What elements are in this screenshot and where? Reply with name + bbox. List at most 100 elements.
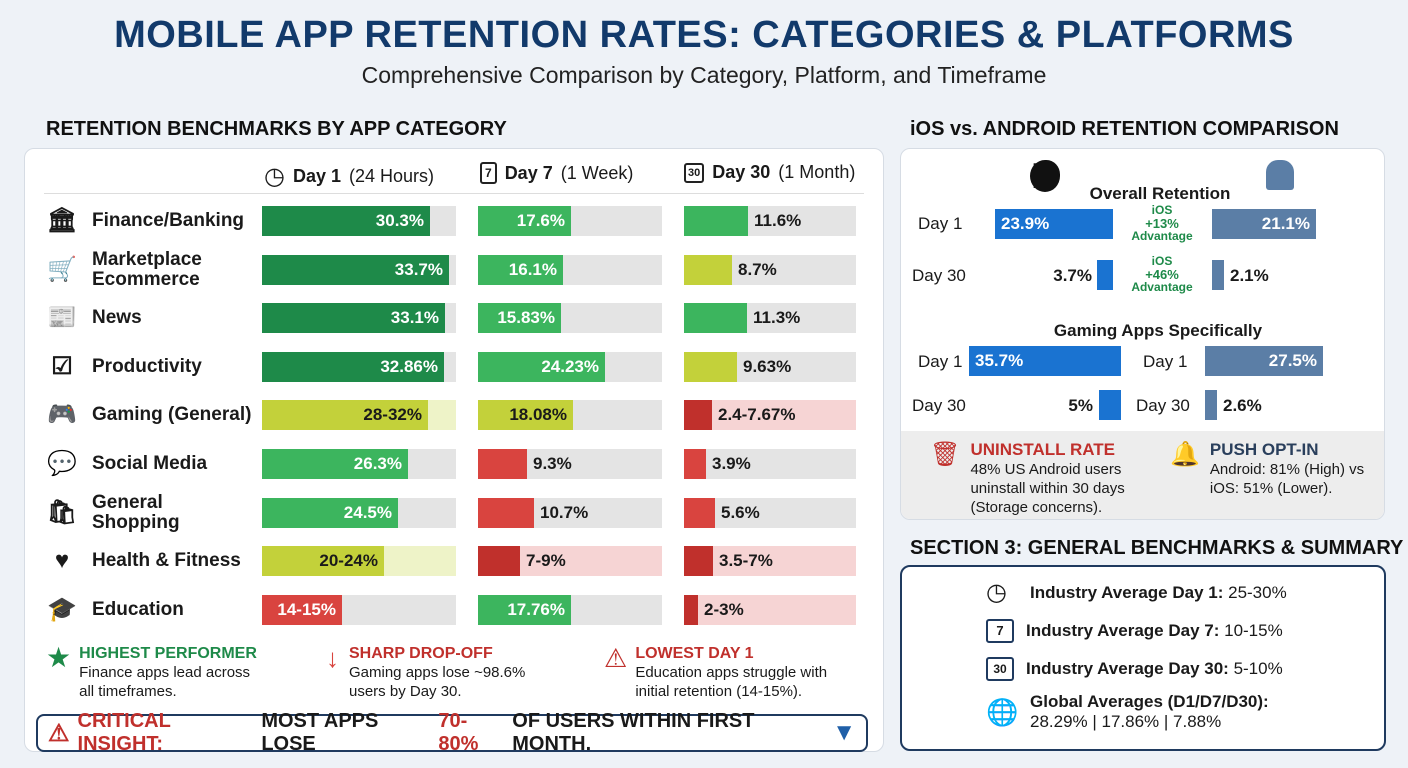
retention-value: 30.3% bbox=[375, 211, 424, 230]
heart-pulse-icon: ♥ bbox=[54, 547, 70, 575]
category-row-label: 🛍 General Shopping bbox=[44, 492, 252, 532]
globe-icon: 🌐 bbox=[986, 697, 1019, 727]
retention-bar-track: 3.9% bbox=[684, 449, 856, 479]
retention-bar-track: 18.08% bbox=[478, 400, 662, 431]
retention-bar-track: 15.83% bbox=[478, 303, 662, 334]
summary-item: 30 Industry Average Day 30: 5-10% bbox=[986, 654, 1287, 684]
label-gaming-day30: Day 30 bbox=[912, 396, 966, 415]
retention-bar-track: 2.4-7.67% bbox=[684, 400, 856, 431]
retention-value: 5.6% bbox=[721, 502, 760, 522]
android-overall-day30-value: 2.1% bbox=[1230, 266, 1269, 285]
retention-bar-track: 7-9% bbox=[478, 546, 662, 577]
retention-bar bbox=[478, 351, 605, 382]
retention-value: 2-3% bbox=[704, 599, 744, 619]
arrow-down-icon: ↓ bbox=[326, 643, 339, 673]
header-divider bbox=[44, 193, 864, 194]
retention-bar-track: 3.5-7% bbox=[684, 546, 856, 577]
retention-bar-track: 20-24% bbox=[262, 546, 456, 577]
retention-value: 26.3% bbox=[353, 454, 402, 473]
retention-bar-track: 10.7% bbox=[478, 497, 662, 528]
category-heading: RETENTION BENCHMARKS BY APP CATEGORY bbox=[46, 118, 507, 140]
retention-bar-track: 33.1% bbox=[262, 303, 456, 334]
retention-bar bbox=[478, 303, 561, 334]
ios-overall-day30-value: 3.7% bbox=[1053, 266, 1092, 285]
cart-icon: 🛒 bbox=[47, 255, 77, 283]
retention-bar-track: 24.5% bbox=[262, 497, 456, 528]
label-gaming-day30-android: Day 30 bbox=[1136, 396, 1190, 415]
retention-bar bbox=[478, 594, 571, 625]
retention-bar-track: 24.23% bbox=[478, 351, 662, 382]
label-gaming-day1: Day 1 bbox=[918, 352, 963, 371]
summary-list: ◷ Industry Average Day 1: 25-30% 7 Industr… bbox=[986, 578, 1287, 732]
overall-title: Overall Retention bbox=[1089, 184, 1231, 203]
note-lowest: ⚠ LOWEST DAY 1 Education apps struggle wi… bbox=[604, 643, 828, 700]
retention-value: 11.3% bbox=[753, 308, 801, 328]
category-row-label: 💬 Social Media bbox=[44, 449, 252, 479]
category-row-label: 🏛 Finance/Banking bbox=[44, 206, 252, 236]
col-day30: 30 Day 30 (1 Month) bbox=[684, 162, 855, 183]
category-row-label: 🎮 Gaming (General) bbox=[44, 400, 252, 430]
retention-bar-track: 9.3% bbox=[478, 449, 662, 479]
summary-item: 🌐 Global Averages (D1/D7/D30): 28.29% | 17… bbox=[986, 692, 1269, 731]
retention-value: 17.6% bbox=[516, 211, 565, 230]
retention-bar bbox=[262, 497, 398, 528]
retention-bar-track: 11.6% bbox=[684, 206, 856, 236]
retention-bar bbox=[478, 254, 563, 285]
retention-bar-track: 11.3% bbox=[684, 303, 856, 334]
page-title: MOBILE APP RETENTION RATES: CATEGORIES &… bbox=[114, 14, 1294, 56]
label-day1: Day 1 bbox=[918, 214, 963, 233]
retention-bar bbox=[684, 400, 712, 431]
warning-icon: ⚠ bbox=[604, 643, 628, 673]
star-icon: ★ bbox=[46, 642, 72, 673]
ios-advantage-day1: iOS +13% Advantage bbox=[1131, 203, 1193, 243]
ios-gaming-day30-bar bbox=[1099, 390, 1121, 420]
summary-panel bbox=[900, 565, 1386, 751]
summary-item: ◷ Industry Average Day 1: 25-30% bbox=[986, 579, 1287, 606]
platform-footer bbox=[901, 431, 1384, 519]
label-day30: Day 30 bbox=[912, 266, 966, 285]
retention-value: 2.4-7.67% bbox=[718, 405, 796, 425]
col-day1: ◷ Day 1 (24 Hours) bbox=[264, 163, 435, 190]
ios-advantage-day30: iOS +46% Advantage bbox=[1131, 254, 1193, 294]
retention-bar-track: 2-3% bbox=[684, 594, 856, 625]
clock-icon: ◷ bbox=[264, 163, 285, 190]
retention-bar-track: 8.7% bbox=[684, 254, 856, 285]
ios-gaming-day30-value: 5% bbox=[1068, 396, 1093, 415]
calendar-30-icon: 30 bbox=[684, 162, 705, 183]
summary-heading: SECTION 3: GENERAL BENCHMARKS & SUMMARY bbox=[910, 537, 1404, 559]
retention-bar bbox=[684, 254, 732, 285]
retention-bar-track: 17.6% bbox=[478, 206, 662, 236]
platform-heading: iOS vs. ANDROID RETENTION COMPARISON bbox=[910, 118, 1339, 140]
category-row-label: ♥ Health & Fitness bbox=[44, 546, 252, 576]
retention-bar bbox=[684, 449, 706, 479]
retention-bar bbox=[684, 303, 747, 334]
android-overall-day30-bar bbox=[1212, 260, 1224, 290]
retention-value: 33.7% bbox=[394, 259, 443, 279]
retention-bar-track: 32.86% bbox=[262, 351, 456, 382]
calendar-7-icon: 7 bbox=[480, 162, 497, 184]
retention-value: 17.76% bbox=[507, 599, 565, 619]
label-gaming-day1-android: Day 1 bbox=[1143, 352, 1188, 371]
retention-value: 24.5% bbox=[343, 502, 392, 522]
retention-bar-track: 17.76% bbox=[478, 594, 662, 625]
gaming-title: Gaming Apps Specifically bbox=[1053, 321, 1263, 340]
retention-value: 15.83% bbox=[497, 308, 555, 328]
graduation-cap-icon: 🎓 bbox=[47, 595, 77, 623]
category-row-label: 🛒 Marketplace Ecommerce bbox=[44, 249, 252, 289]
retention-bar-track: 9.63% bbox=[684, 351, 856, 382]
retention-value: 10.7% bbox=[540, 502, 589, 522]
android-gaming-day1-bar: 27.5% bbox=[1205, 346, 1323, 376]
note-highest: ★ HIGHEST PERFORMER Finance apps lead acr… bbox=[46, 642, 257, 701]
retention-bar bbox=[262, 449, 408, 479]
retention-bar-track: 26.3% bbox=[262, 449, 456, 479]
android-icon bbox=[1266, 160, 1294, 190]
retention-bar bbox=[262, 594, 342, 625]
retention-bar bbox=[478, 546, 520, 577]
trash-icon: 🗑 bbox=[930, 441, 961, 468]
retention-value: 28-32% bbox=[363, 405, 422, 425]
retention-value: 9.3% bbox=[533, 454, 572, 473]
chat-icon: 💬 bbox=[47, 450, 77, 477]
retention-bar bbox=[262, 303, 445, 334]
retention-bar bbox=[262, 351, 444, 382]
android-gaming-day30-bar bbox=[1205, 390, 1217, 420]
